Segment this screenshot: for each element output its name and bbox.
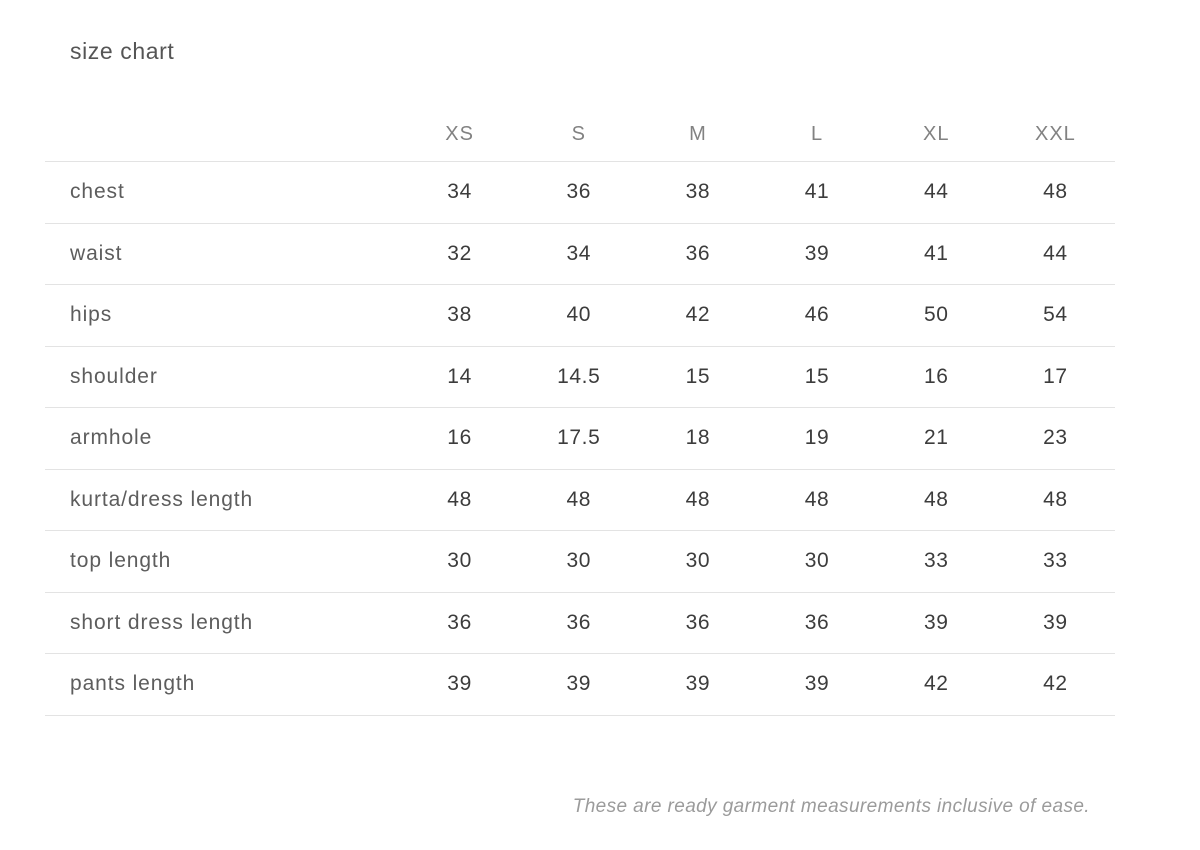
cell-value: 17 (1043, 364, 1068, 388)
cell-value: 30 (804, 549, 830, 573)
cell-value: 34 (566, 241, 592, 265)
cell-value: 42 (923, 672, 949, 696)
cell-value: 16 (447, 426, 472, 450)
cell-value: 39 (923, 610, 949, 634)
cell-value: 38 (685, 180, 711, 204)
cell-value: 38 (447, 303, 472, 327)
table-row-shoulder: shoulder 14 14.5 15 15 16 17 (45, 345, 1115, 408)
cell-value: 40 (566, 303, 592, 327)
table-row-hips: hips 38 40 42 46 50 54 (45, 284, 1115, 346)
cell-value: 30 (685, 549, 711, 573)
size-header-s: S (571, 122, 586, 145)
size-chart-table: XS S M L XL XXL chest 34 36 38 41 44 48 … (45, 107, 1115, 716)
row-label: hips (70, 303, 113, 327)
cell-value: 16 (923, 364, 949, 388)
table-row-chest: chest 34 36 38 41 44 48 (45, 161, 1115, 223)
cell-value: 39 (804, 672, 830, 696)
row-label: kurta/dress length (70, 487, 254, 511)
size-header-xl: XL (923, 122, 950, 145)
cell-value: 36 (566, 610, 592, 634)
size-header-xxl: XXL (1035, 122, 1076, 145)
cell-value: 42 (685, 303, 711, 327)
size-header-xs: XS (445, 122, 474, 145)
row-label: waist (70, 241, 123, 265)
cell-value: 30 (566, 549, 592, 573)
cell-value: 39 (447, 672, 472, 696)
table-header-row: XS S M L XL XXL (45, 107, 1115, 161)
row-label: short dress length (70, 610, 254, 634)
cell-value: 36 (566, 180, 592, 204)
cell-value: 48 (685, 487, 711, 511)
cell-value: 39 (685, 672, 711, 696)
row-label: top length (70, 549, 172, 573)
cell-value: 36 (804, 610, 830, 634)
table-row-top-length: top length 30 30 30 30 33 33 (45, 530, 1115, 592)
table-row-short-dress-length: short dress length 36 36 36 36 39 39 (45, 591, 1115, 654)
cell-value: 48 (566, 487, 592, 511)
cell-value: 30 (447, 549, 472, 573)
measurement-note: These are ready garment measurements inc… (572, 795, 1090, 817)
table-row-kurta-dress-length: kurta/dress length 48 48 48 48 48 48 (45, 468, 1115, 531)
cell-value: 14.5 (557, 364, 601, 388)
cell-value: 21 (923, 426, 949, 450)
cell-value: 23 (1043, 426, 1068, 450)
cell-value: 48 (804, 487, 830, 511)
cell-value: 18 (685, 426, 711, 450)
cell-value: 19 (804, 426, 830, 450)
cell-value: 48 (1043, 487, 1068, 511)
page-title: size chart (70, 38, 175, 64)
table-row-pants-length: pants length 39 39 39 39 42 42 (45, 653, 1115, 716)
cell-value: 15 (804, 364, 830, 388)
row-label: shoulder (70, 364, 158, 388)
cell-value: 41 (804, 180, 830, 204)
cell-value: 54 (1043, 303, 1068, 327)
cell-value: 39 (1043, 610, 1068, 634)
size-chart-page: size chart XS S M L XL XXL chest 34 36 3… (0, 38, 1200, 850)
table-row-armhole: armhole 16 17.5 18 19 21 23 (45, 407, 1115, 469)
row-label: armhole (70, 426, 153, 450)
cell-value: 33 (923, 549, 949, 573)
cell-value: 48 (923, 487, 949, 511)
cell-value: 46 (804, 303, 830, 327)
cell-value: 48 (447, 487, 472, 511)
cell-value: 44 (1043, 241, 1068, 265)
cell-value: 50 (923, 303, 949, 327)
cell-value: 33 (1043, 549, 1068, 573)
size-header-l: L (811, 122, 824, 145)
cell-value: 42 (1043, 672, 1068, 696)
cell-value: 17.5 (557, 426, 601, 450)
cell-value: 15 (685, 364, 711, 388)
cell-value: 44 (923, 180, 949, 204)
cell-value: 39 (804, 241, 830, 265)
cell-value: 39 (566, 672, 592, 696)
cell-value: 36 (685, 241, 711, 265)
row-label: pants length (70, 672, 196, 696)
cell-value: 34 (447, 180, 472, 204)
cell-value: 36 (685, 610, 711, 634)
table-row-waist: waist 32 34 36 39 41 44 (45, 222, 1115, 285)
size-header-m: M (689, 122, 707, 145)
cell-value: 32 (447, 241, 472, 265)
cell-value: 14 (447, 364, 472, 388)
cell-value: 41 (923, 241, 949, 265)
row-label: chest (70, 180, 125, 204)
cell-value: 48 (1043, 180, 1068, 204)
cell-value: 36 (447, 610, 472, 634)
